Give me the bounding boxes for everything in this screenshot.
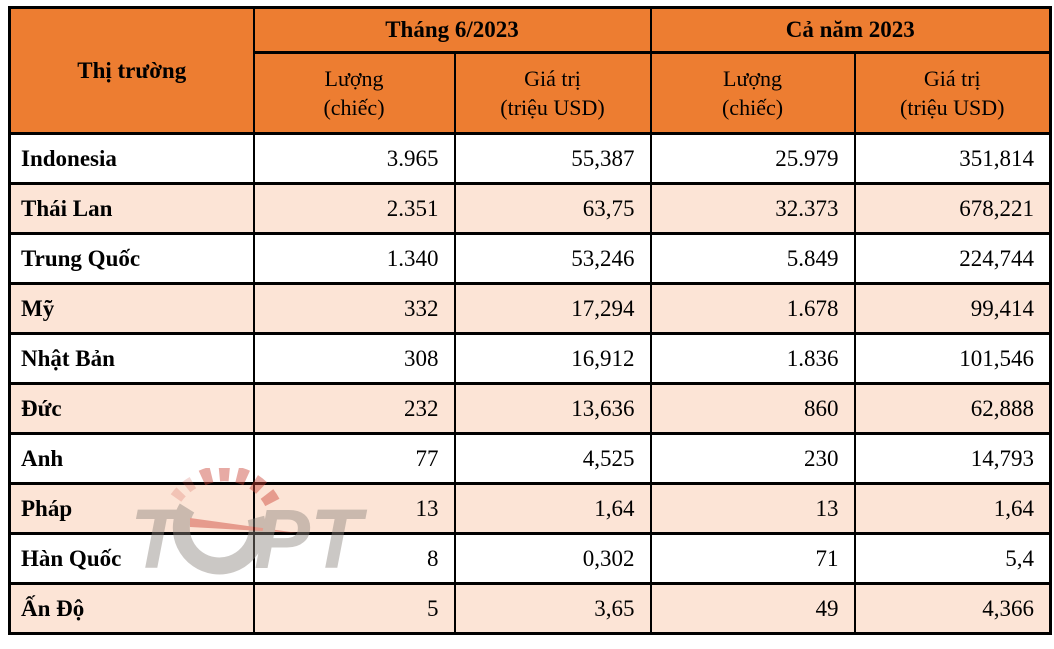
year-value: 351,814 — [853, 132, 1052, 185]
value-label: Giá trị — [923, 65, 981, 91]
june-value: 53,246 — [453, 232, 652, 285]
header-june-quantity: Lượng (chiếc) — [252, 51, 456, 135]
table-body: Indonesia 3.965 55,387 25.979 351,814 Th… — [8, 132, 1052, 635]
year-value: 1,64 — [853, 482, 1052, 535]
quantity-unit: (chiếc) — [323, 95, 385, 120]
year-value: 99,414 — [853, 282, 1052, 335]
quantity-unit: (chiếc) — [721, 95, 784, 120]
table-row-nhat-ban: Nhật Bản 308 16,912 1.836 101,546 — [8, 332, 1052, 385]
year-quantity: 49 — [649, 582, 856, 635]
year-value: 224,744 — [853, 232, 1052, 285]
market-name: Nhật Bản — [8, 332, 255, 385]
table-row-trung-quoc: Trung Quốc 1.340 53,246 5.849 224,744 — [8, 232, 1052, 285]
market-name: Pháp — [8, 482, 255, 535]
table-row-duc: Đức 232 13,636 860 62,888 — [8, 382, 1052, 435]
june-value: 55,387 — [453, 132, 652, 185]
table-header: Thị trường Tháng 6/2023 Cả năm 2023 Lượn… — [8, 6, 1052, 135]
market-name: Anh — [8, 432, 255, 485]
year-quantity: 1.836 — [649, 332, 856, 385]
june-value: 16,912 — [453, 332, 652, 385]
table-row-phap: Pháp 13 1,64 13 1,64 — [8, 482, 1052, 535]
header-year-quantity: Lượng (chiếc) — [649, 51, 856, 135]
june-quantity: 232 — [252, 382, 456, 435]
june-value: 0,302 — [453, 532, 652, 585]
june-quantity: 332 — [252, 282, 456, 335]
june-value: 1,64 — [453, 482, 652, 535]
year-value: 62,888 — [853, 382, 1052, 435]
table-row-han-quoc: Hàn Quốc 8 0,302 71 5,4 — [8, 532, 1052, 585]
market-name: Trung Quốc — [8, 232, 255, 285]
market-name: Đức — [8, 382, 255, 435]
value-unit: (triệu USD) — [500, 95, 605, 120]
header-market: Thị trường — [8, 6, 255, 135]
table-row-my: Mỹ 332 17,294 1.678 99,414 — [8, 282, 1052, 335]
june-value: 13,636 — [453, 382, 652, 435]
market-name: Ấn Độ — [8, 582, 255, 635]
header-year-value: Giá trị (triệu USD) — [853, 51, 1052, 135]
june-quantity: 8 — [252, 532, 456, 585]
value-unit: (triệu USD) — [900, 95, 1005, 120]
june-quantity: 308 — [252, 332, 456, 385]
value-label: Giá trị — [524, 65, 581, 91]
year-quantity: 13 — [649, 482, 856, 535]
year-value: 101,546 — [853, 332, 1052, 385]
year-quantity: 860 — [649, 382, 856, 435]
year-quantity: 1.678 — [649, 282, 856, 335]
year-quantity: 71 — [649, 532, 856, 585]
header-group-row: Thị trường Tháng 6/2023 Cả năm 2023 — [8, 6, 1052, 135]
quantity-label: Lượng — [324, 65, 384, 91]
header-group-june-2023: Tháng 6/2023 — [252, 6, 652, 54]
june-quantity: 3.965 — [252, 132, 456, 185]
table-row-thai-lan: Thái Lan 2.351 63,75 32.373 678,221 — [8, 182, 1052, 235]
june-value: 3,65 — [453, 582, 652, 635]
year-quantity: 5.849 — [649, 232, 856, 285]
year-value: 14,793 — [853, 432, 1052, 485]
header-group-full-year-2023: Cả năm 2023 — [649, 6, 1052, 54]
market-name: Indonesia — [8, 132, 255, 185]
market-data-table: Thị trường Tháng 6/2023 Cả năm 2023 Lượn… — [8, 6, 1053, 635]
june-value: 4,525 — [453, 432, 652, 485]
june-quantity: 13 — [252, 482, 456, 535]
year-quantity: 25.979 — [649, 132, 856, 185]
header-june-value: Giá trị (triệu USD) — [453, 51, 652, 135]
market-name: Hàn Quốc — [8, 532, 255, 585]
june-quantity: 5 — [252, 582, 456, 635]
quantity-label: Lượng — [723, 65, 783, 91]
market-name: Mỹ — [8, 282, 255, 335]
year-value: 678,221 — [853, 182, 1052, 235]
year-value: 4,366 — [853, 582, 1052, 635]
table-row-anh: Anh 77 4,525 230 14,793 — [8, 432, 1052, 485]
year-value: 5,4 — [853, 532, 1052, 585]
year-quantity: 32.373 — [649, 182, 856, 235]
june-quantity: 77 — [252, 432, 456, 485]
table-row-indonesia: Indonesia 3.965 55,387 25.979 351,814 — [8, 132, 1052, 185]
june-quantity: 1.340 — [252, 232, 456, 285]
header-sub-row: Lượng (chiếc) Giá trị (triệu USD) Lượng … — [10, 51, 1052, 135]
market-name: Thái Lan — [8, 182, 255, 235]
table-row-an-do: Ấn Độ 5 3,65 49 4,366 — [8, 582, 1052, 635]
june-quantity: 2.351 — [252, 182, 456, 235]
june-value: 63,75 — [453, 182, 652, 235]
year-quantity: 230 — [649, 432, 856, 485]
june-value: 17,294 — [453, 282, 652, 335]
